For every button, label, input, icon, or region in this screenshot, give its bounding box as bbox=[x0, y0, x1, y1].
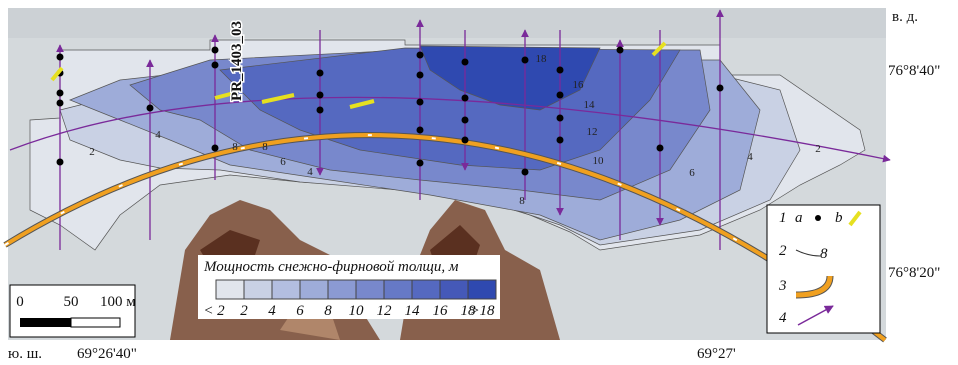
legend-label: 10 bbox=[349, 303, 365, 319]
legend-label: 6 bbox=[296, 303, 304, 319]
legend-label: 4 bbox=[268, 303, 276, 319]
legend-swatch bbox=[300, 280, 328, 299]
contour-label: 2 bbox=[815, 143, 821, 155]
key-number: 1 bbox=[779, 210, 787, 226]
scale-label: 0 bbox=[16, 294, 24, 310]
scale-bar: 0 50 100 м bbox=[10, 285, 136, 337]
coord-label: 76°8'20" bbox=[888, 265, 940, 281]
contour-label: 14 bbox=[584, 99, 596, 111]
thickness-legend: Мощность снежно-фирновой толщи, м < 2 2 4 6… bbox=[198, 255, 500, 319]
legend-label: 2 bbox=[240, 303, 248, 319]
legend-swatch bbox=[468, 280, 496, 299]
legend-swatch bbox=[244, 280, 272, 299]
contour-label: 8 bbox=[232, 141, 238, 153]
legend-swatch bbox=[328, 280, 356, 299]
key-label: b bbox=[835, 210, 843, 226]
coord-label: в. д. bbox=[892, 9, 918, 25]
contour-label: 2 bbox=[89, 146, 95, 158]
legend-title: Мощность снежно-фирновой толщи, м bbox=[203, 259, 459, 275]
legend-label: 14 bbox=[405, 303, 421, 319]
key-label: 8 bbox=[820, 246, 828, 262]
legend-label: 16 bbox=[433, 303, 449, 319]
scale-label: 100 м bbox=[100, 294, 136, 310]
contour-label: 6 bbox=[280, 156, 286, 168]
key-number: 3 bbox=[778, 278, 787, 294]
legend-swatch bbox=[412, 280, 440, 299]
contour-label: 8 bbox=[519, 195, 525, 207]
key-number: 2 bbox=[779, 243, 787, 259]
coord-label: 69°26'40" bbox=[77, 346, 137, 362]
key-number: 4 bbox=[779, 310, 787, 326]
legend-label: 12 bbox=[377, 303, 393, 319]
coord-label: 69°27' bbox=[697, 346, 736, 362]
contour-label: 4 bbox=[307, 166, 313, 178]
contour-label: 16 bbox=[573, 79, 585, 91]
contour-label: 4 bbox=[747, 151, 753, 163]
contour-label: 4 bbox=[155, 129, 161, 141]
contour-label: 10 bbox=[593, 155, 605, 167]
contour-label: 8 bbox=[262, 141, 268, 153]
legend-label: < 2 bbox=[203, 303, 225, 319]
map: 24886481816141210642 PR_1403_03 в. д. 76… bbox=[0, 0, 958, 365]
legend-swatch bbox=[216, 280, 244, 299]
legend-label: >18 bbox=[469, 303, 495, 319]
legend-swatch bbox=[440, 280, 468, 299]
page: 24886481816141210642 PR_1403_03 в. д. 76… bbox=[0, 0, 958, 365]
coord-label: 76°8'40" bbox=[888, 63, 940, 79]
legend-swatch bbox=[384, 280, 412, 299]
coord-label: ю. ш. bbox=[8, 346, 42, 362]
key: 1 a b 2 8 3 4 bbox=[767, 205, 880, 333]
profile-label: PR_1403_03 bbox=[229, 21, 245, 101]
scale-label: 50 bbox=[64, 294, 79, 310]
contour-label: 18 bbox=[536, 53, 548, 65]
legend-swatch bbox=[356, 280, 384, 299]
key-label: a bbox=[795, 210, 803, 226]
contour-label: 12 bbox=[587, 126, 598, 138]
legend-label: 8 bbox=[324, 303, 332, 319]
snow-shade bbox=[8, 8, 886, 38]
legend-swatch bbox=[272, 280, 300, 299]
contour-label: 6 bbox=[689, 167, 695, 179]
